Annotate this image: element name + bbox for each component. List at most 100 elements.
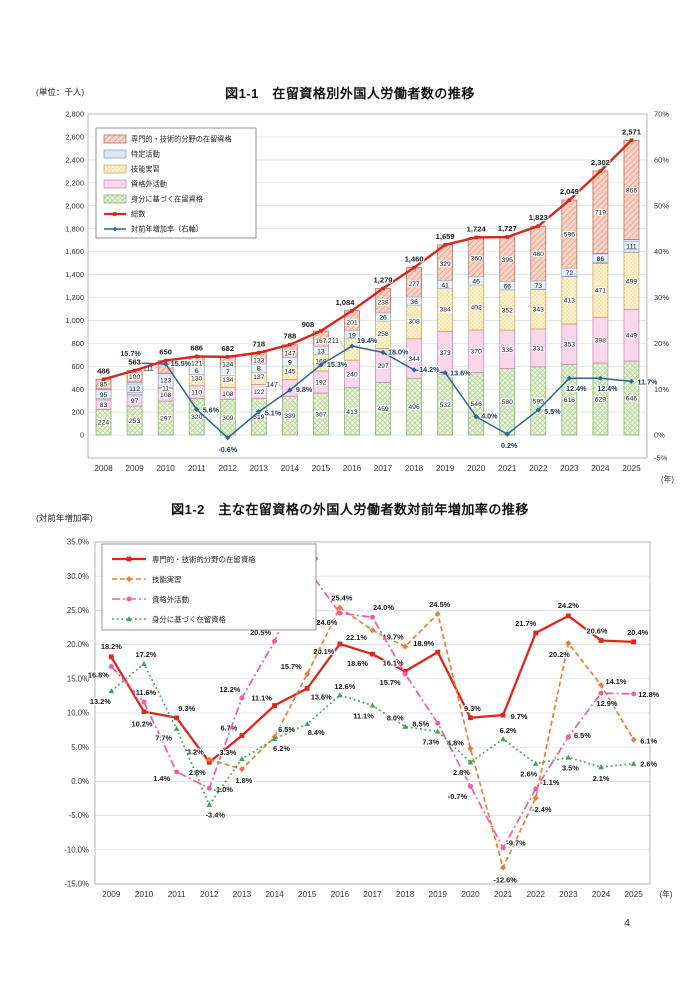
svg-text:600: 600 <box>71 362 84 371</box>
svg-text:15.5%: 15.5% <box>171 359 192 368</box>
svg-text:2,400: 2,400 <box>65 155 84 164</box>
svg-text:35.0%: 35.0% <box>67 538 89 547</box>
fig2-series-3: 13.2% 17.2% 7.7% -3.4% 3.3% 6.2% 8.4% 12.6% 11.1… <box>89 649 659 821</box>
svg-text:2009: 2009 <box>102 889 121 899</box>
svg-text:2024: 2024 <box>591 463 610 473</box>
svg-text:111: 111 <box>626 243 637 250</box>
svg-text:70%: 70% <box>654 110 669 119</box>
svg-text:384: 384 <box>439 307 451 314</box>
svg-text:258: 258 <box>377 331 389 338</box>
svg-text:46: 46 <box>472 279 480 286</box>
svg-text:26: 26 <box>379 315 387 322</box>
svg-text:-0.7%: -0.7% <box>448 792 468 801</box>
svg-text:4.8%: 4.8% <box>447 739 464 748</box>
svg-text:12.4%: 12.4% <box>597 384 618 393</box>
svg-text:168: 168 <box>315 359 327 366</box>
svg-text:1,800: 1,800 <box>65 224 84 233</box>
svg-text:319: 319 <box>253 414 265 421</box>
svg-text:18.6%: 18.6% <box>347 659 368 668</box>
svg-text:277: 277 <box>408 281 420 288</box>
svg-text:7.7%: 7.7% <box>155 734 172 743</box>
svg-text:2015: 2015 <box>312 463 331 473</box>
svg-text:2016: 2016 <box>331 889 350 899</box>
svg-text:5.1%: 5.1% <box>265 409 282 418</box>
svg-text:2023: 2023 <box>560 463 579 473</box>
svg-text:15.7%: 15.7% <box>120 349 141 358</box>
svg-text:6: 6 <box>195 368 199 375</box>
fig2-title: 図1-2 主な在留資格の外国人労働者数対前年増加率の推移 <box>171 502 529 517</box>
svg-text:134: 134 <box>222 377 234 384</box>
svg-text:224: 224 <box>98 420 110 427</box>
svg-text:595: 595 <box>533 398 545 405</box>
svg-text:1,600: 1,600 <box>65 247 84 256</box>
svg-text:402: 402 <box>471 304 483 311</box>
svg-text:596: 596 <box>564 232 576 239</box>
svg-text:1,727: 1,727 <box>498 224 517 233</box>
svg-text:6.2%: 6.2% <box>500 726 517 735</box>
svg-text:2010: 2010 <box>156 463 175 473</box>
svg-text:1.8%: 1.8% <box>235 776 252 785</box>
svg-text:20.6%: 20.6% <box>587 626 608 635</box>
svg-text:2018: 2018 <box>405 463 424 473</box>
svg-text:2023: 2023 <box>559 889 578 899</box>
svg-text:7.3%: 7.3% <box>422 737 439 746</box>
svg-text:60%: 60% <box>654 155 669 164</box>
svg-text:108: 108 <box>160 392 172 399</box>
svg-text:5.6%: 5.6% <box>203 405 220 414</box>
svg-text:2.8%: 2.8% <box>453 768 470 777</box>
svg-text:15.0%: 15.0% <box>67 674 89 683</box>
svg-text:95: 95 <box>100 392 108 399</box>
fig1-grid <box>87 113 648 459</box>
svg-text:5.0%: 5.0% <box>71 743 89 752</box>
svg-text:238: 238 <box>377 300 389 307</box>
svg-text:10%: 10% <box>654 385 669 394</box>
svg-text:253: 253 <box>129 418 141 425</box>
svg-text:6.2%: 6.2% <box>273 744 290 753</box>
svg-text:13: 13 <box>317 348 325 355</box>
svg-text:2009: 2009 <box>125 463 144 473</box>
svg-text:2016: 2016 <box>343 463 362 473</box>
page-number: 4 <box>624 918 630 929</box>
svg-text:167: 167 <box>315 338 327 345</box>
svg-text:11.1%: 11.1% <box>353 711 374 720</box>
svg-text:486: 486 <box>97 366 110 375</box>
svg-text:367: 367 <box>315 411 327 418</box>
svg-text:563: 563 <box>128 358 141 367</box>
svg-text:21.7%: 21.7% <box>515 619 536 628</box>
svg-text:20%: 20% <box>654 339 669 348</box>
svg-text:866: 866 <box>626 187 638 194</box>
svg-text:6.1%: 6.1% <box>640 737 657 746</box>
svg-text:85: 85 <box>100 381 108 388</box>
svg-text:1,200: 1,200 <box>65 293 84 302</box>
svg-text:19: 19 <box>348 332 356 339</box>
svg-text:147: 147 <box>284 351 296 358</box>
svg-text:339: 339 <box>284 413 296 420</box>
svg-text:専門的・技術的分野の在留資格: 専門的・技術的分野の在留資格 <box>131 135 232 144</box>
svg-text:-5%: -5% <box>654 454 668 463</box>
svg-text:329: 329 <box>439 261 451 268</box>
svg-text:-1.0%: -1.0% <box>214 785 234 794</box>
fig1-axis-labels: 0 200 400 600 800 1,000 1,200 1,400 1,600 1,800 2,… <box>65 110 674 484</box>
svg-text:13.6%: 13.6% <box>450 369 471 378</box>
svg-text:12.2%: 12.2% <box>219 685 240 694</box>
svg-text:8.4%: 8.4% <box>308 728 325 737</box>
svg-text:646: 646 <box>626 395 638 402</box>
svg-text:7: 7 <box>226 369 230 376</box>
svg-text:2024: 2024 <box>592 889 611 899</box>
svg-text:1,400: 1,400 <box>65 270 84 279</box>
svg-text:特定活動: 特定活動 <box>131 150 160 159</box>
svg-text:718: 718 <box>252 340 265 349</box>
fig1-unit-label: (単位：千人) <box>36 87 85 97</box>
fig1-rate-line: 15.7% 15.5% 5.6% -0.6% 5.1% 9.8% 15.3% 19.4% 18.… <box>119 335 659 455</box>
svg-text:123: 123 <box>160 378 172 385</box>
svg-text:83: 83 <box>100 402 108 409</box>
svg-text:192: 192 <box>315 379 327 386</box>
fig1-bars <box>95 139 640 436</box>
svg-text:17.2%: 17.2% <box>135 650 156 659</box>
svg-text:資格外活動: 資格外活動 <box>152 595 189 604</box>
fig1-title: 図1-1 在留資格別外国人労働者数の推移 <box>225 86 475 101</box>
svg-text:25.0%: 25.0% <box>67 606 89 615</box>
svg-text:2017: 2017 <box>374 463 393 473</box>
svg-text:2,049: 2,049 <box>560 187 579 196</box>
